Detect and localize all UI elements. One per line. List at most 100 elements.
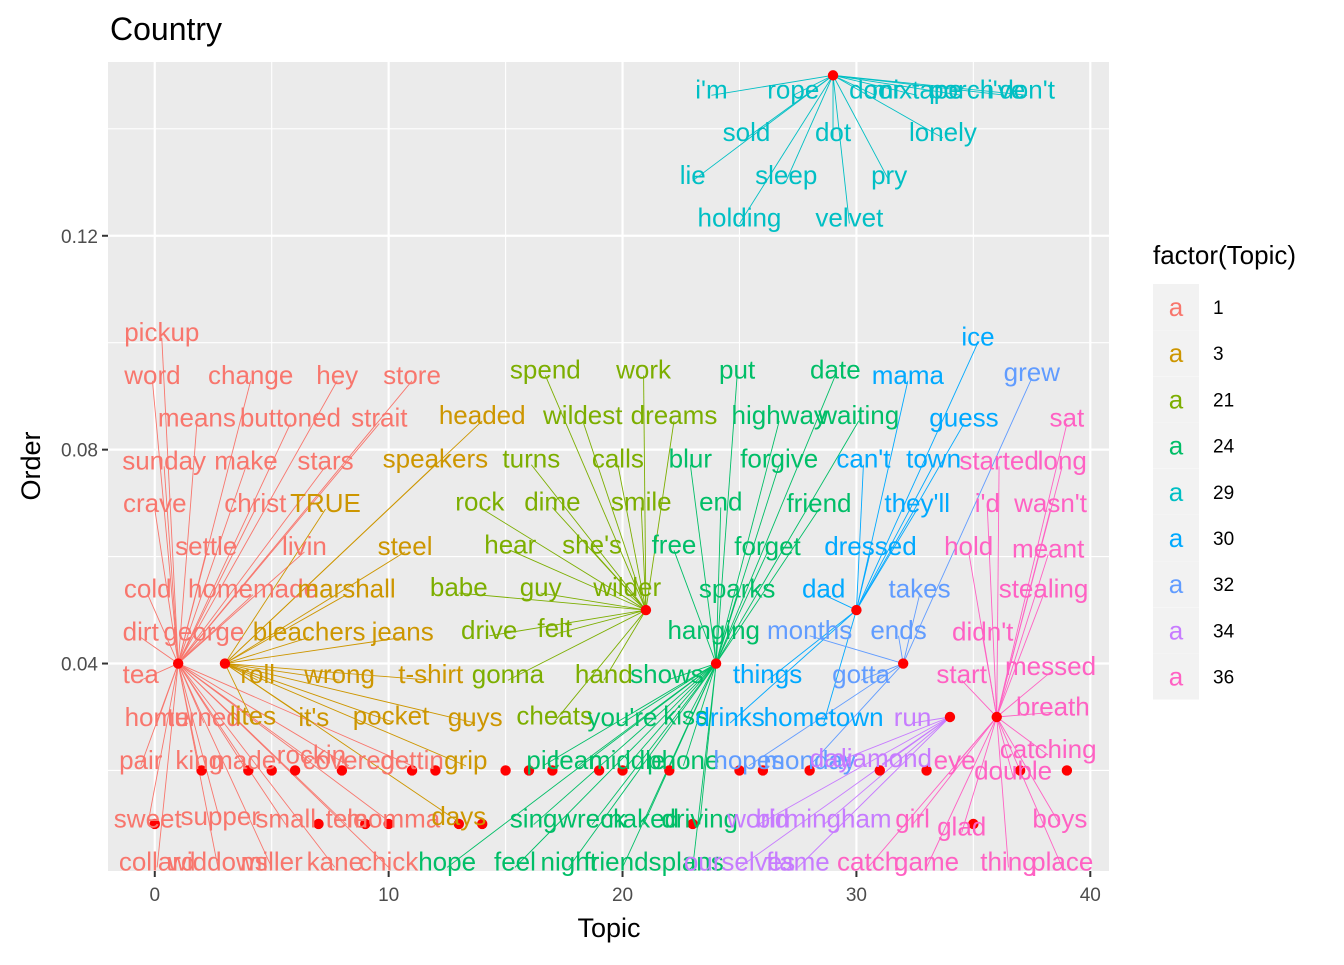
y-tick-label: 0.08 bbox=[61, 441, 98, 462]
word-label: felt bbox=[537, 613, 572, 643]
word-label: sweet bbox=[114, 804, 183, 834]
word-label: wreck bbox=[557, 804, 627, 834]
label-leader-line bbox=[177, 508, 256, 664]
word-label: small bbox=[255, 804, 316, 834]
word-label: spend bbox=[510, 354, 581, 384]
word-label: sparks bbox=[699, 574, 776, 604]
word-label: flame bbox=[766, 846, 830, 876]
label-leader-line bbox=[603, 609, 647, 681]
label-leader-line bbox=[177, 663, 312, 761]
word-label: guys bbox=[448, 702, 503, 732]
word-label: make bbox=[214, 445, 278, 475]
word-label: months bbox=[767, 615, 852, 645]
word-label: hometown bbox=[764, 702, 884, 732]
word-label: dad bbox=[802, 574, 845, 604]
label-leader-line bbox=[996, 716, 1014, 777]
label-leader-line bbox=[996, 716, 1061, 825]
legend: factor(Topic) a 1 a 3 a 21 a 24 a 29 a 30 a 32 a 34 a 36 bbox=[1153, 240, 1296, 700]
chart-title: Country bbox=[110, 11, 222, 47]
label-leader-line bbox=[689, 464, 717, 664]
legend-label: 24 bbox=[1213, 437, 1235, 458]
label-leader-line bbox=[739, 75, 834, 224]
label-leader-line bbox=[856, 508, 918, 611]
label-leader-line bbox=[177, 663, 287, 825]
word-label: diamond bbox=[832, 743, 932, 773]
data-point bbox=[851, 604, 862, 616]
word-label: store bbox=[383, 360, 441, 390]
word-label: run bbox=[894, 702, 932, 732]
label-leader-line bbox=[224, 508, 326, 664]
label-leader-line bbox=[224, 464, 436, 664]
data-point bbox=[149, 818, 160, 830]
label-leader-line bbox=[224, 663, 460, 823]
word-label: george bbox=[163, 616, 244, 646]
label-leader-line bbox=[151, 380, 179, 664]
legend-key-glyph: a bbox=[1169, 292, 1184, 322]
label-leader-line bbox=[715, 420, 860, 664]
word-label: supper bbox=[181, 801, 261, 831]
data-point bbox=[172, 658, 184, 669]
word-label: i'm bbox=[695, 74, 727, 104]
word-label: change bbox=[208, 360, 293, 390]
label-leader-line bbox=[177, 663, 336, 868]
word-label: cold bbox=[124, 574, 172, 604]
legend-key-glyph: a bbox=[1169, 569, 1184, 599]
label-leader-line bbox=[832, 74, 944, 139]
legend-key-box bbox=[1153, 653, 1199, 700]
word-label: pocket bbox=[353, 700, 430, 730]
label-leader-line bbox=[996, 554, 1049, 718]
label-leader-line bbox=[530, 464, 647, 611]
data-point bbox=[336, 765, 348, 776]
word-label: dirt bbox=[123, 616, 160, 646]
label-leader-line bbox=[685, 663, 717, 722]
word-label: days bbox=[431, 801, 486, 831]
label-leader-line bbox=[533, 663, 717, 825]
label-leader-line bbox=[626, 663, 717, 767]
label-leader-line bbox=[832, 74, 876, 96]
label-leader-line bbox=[809, 663, 904, 767]
label-leader-line bbox=[224, 663, 431, 681]
label-leader-line bbox=[177, 663, 221, 823]
word-label: drive bbox=[461, 615, 517, 645]
word-label: guy bbox=[520, 572, 562, 602]
label-leader-line bbox=[832, 74, 962, 96]
label-leader-line bbox=[224, 551, 406, 664]
label-leader-line bbox=[177, 466, 247, 664]
label-leader-line bbox=[224, 663, 340, 681]
word-label: collard bbox=[119, 846, 196, 876]
word-label: mama bbox=[872, 360, 945, 390]
data-point bbox=[991, 711, 1002, 723]
label-leader-line bbox=[643, 375, 647, 611]
label-leader-line bbox=[961, 716, 998, 833]
word-label: pair bbox=[119, 745, 163, 775]
word-label: started bbox=[959, 445, 1039, 475]
label-leader-line bbox=[986, 509, 998, 718]
word-label: stars bbox=[297, 445, 353, 475]
word-label: it's bbox=[298, 702, 329, 732]
label-leader-line bbox=[926, 716, 998, 868]
label-leader-line bbox=[177, 663, 350, 767]
label-leader-line bbox=[156, 663, 179, 868]
word-label: catch bbox=[837, 846, 899, 876]
word-label: day bbox=[810, 743, 852, 773]
word-label: place bbox=[1031, 846, 1093, 876]
data-point bbox=[757, 765, 769, 776]
data-point bbox=[944, 711, 956, 723]
word-label: strait bbox=[351, 403, 408, 433]
data-point bbox=[687, 818, 698, 830]
label-leader-line bbox=[996, 711, 1053, 718]
label-leader-line bbox=[540, 592, 646, 611]
legend-label: 3 bbox=[1213, 344, 1224, 365]
word-label: world bbox=[726, 804, 789, 834]
label-leader-line bbox=[832, 74, 1028, 96]
legend-label: 30 bbox=[1213, 529, 1234, 550]
data-point bbox=[383, 818, 394, 830]
label-leader-line bbox=[996, 466, 1000, 718]
word-label: forget bbox=[734, 531, 801, 561]
word-label: don't bbox=[999, 74, 1055, 104]
word-label: hope bbox=[418, 846, 476, 876]
word-label: messed bbox=[1005, 651, 1096, 681]
word-label: kiss bbox=[663, 700, 708, 730]
word-label: pickup bbox=[124, 317, 199, 347]
